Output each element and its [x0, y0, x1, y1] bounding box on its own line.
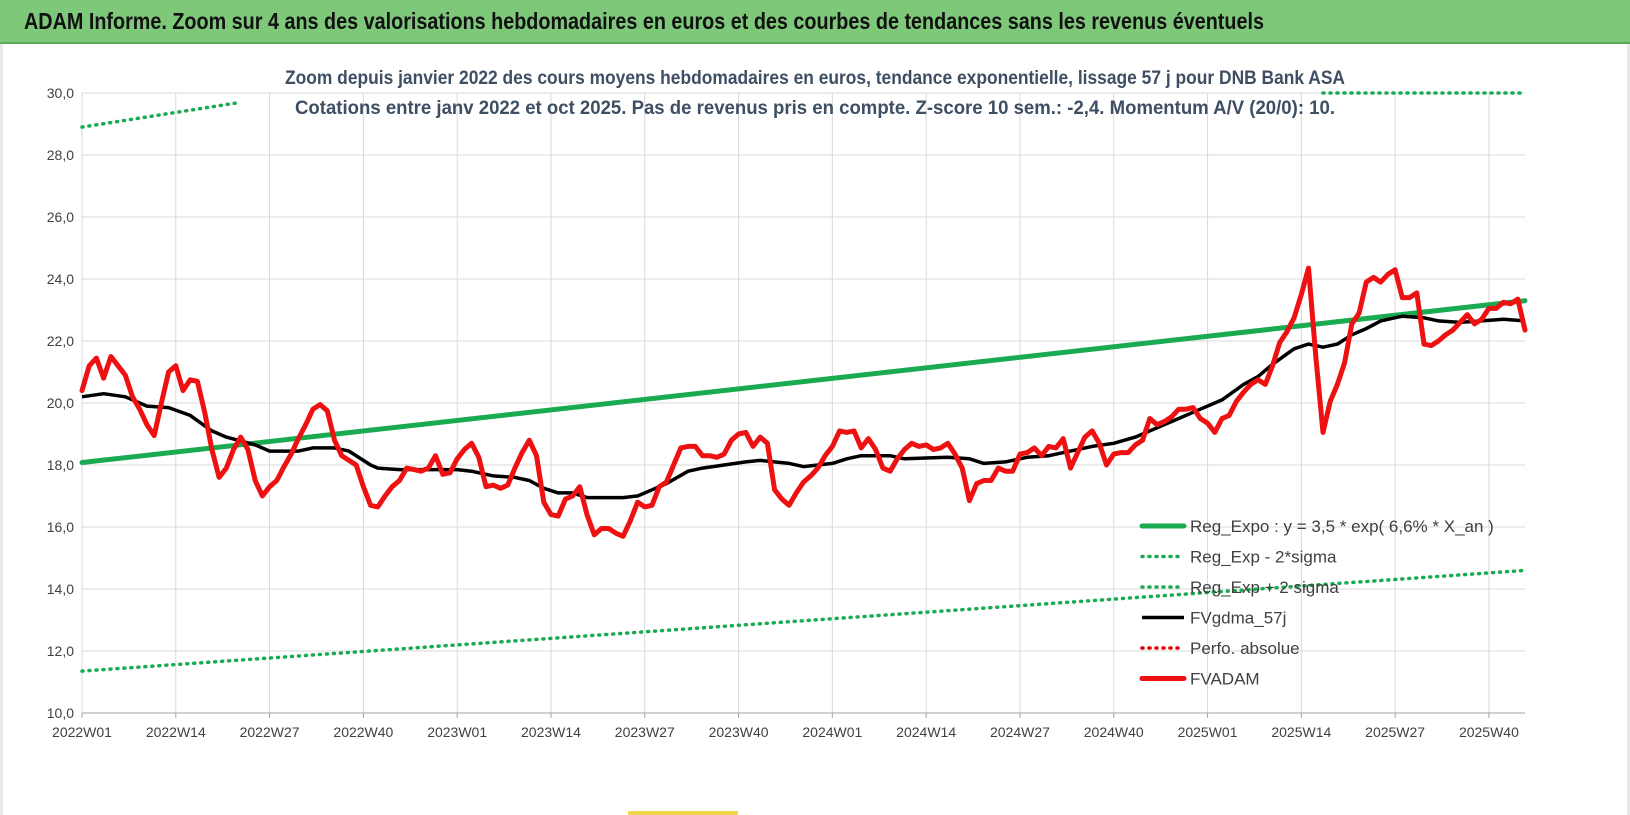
y-tick-label: 14,0: [47, 581, 74, 597]
y-axis-ticks: 10,0 12,0 14,0 16,0 18,0 20,0 22,0 24,0 26,0 28,0…: [47, 85, 74, 721]
fvgdma-57j-series: [81, 314, 1526, 500]
x-tick-label: 2023W14: [521, 724, 581, 740]
x-tick-label: 2024W14: [896, 724, 956, 740]
y-tick-label: 10,0: [47, 705, 74, 721]
x-tick-label: 2025W27: [1365, 724, 1425, 740]
y-tick-label: 12,0: [47, 643, 74, 659]
x-tick-label: 2022W40: [333, 724, 393, 740]
x-tick-label: 2023W27: [615, 724, 675, 740]
y-tick-label: 16,0: [47, 519, 74, 535]
x-tick-label: 2025W40: [1459, 724, 1519, 740]
x-tick-label: 2023W40: [709, 724, 769, 740]
x-tick-label: 2025W14: [1271, 724, 1331, 740]
legend-label-reg-expo-series: Reg_Expo : y = 3,5 * exp( 6,6% * X_an ): [1190, 517, 1494, 536]
chart-series: [79, 91, 1528, 673]
y-tick-label: 24,0: [47, 271, 74, 287]
x-tick-label: 2024W01: [802, 724, 862, 740]
y-tick-label: 30,0: [47, 85, 74, 101]
y-tick-label: 28,0: [47, 147, 74, 163]
x-tick-label: 2022W01: [52, 724, 112, 740]
x-axis-ticks: 2022W01 2022W14 2022W27 2022W40 2023W01 2023W…: [52, 724, 1519, 740]
page-title: ADAM Informe. Zoom sur 4 ans des valoris…: [24, 8, 1264, 34]
fvadam-series: [79, 265, 1528, 539]
y-tick-label: 20,0: [47, 395, 74, 411]
chart-grid: [81, 92, 1525, 718]
chart-subtitle: Cotations entre janv 2022 et oct 2025. P…: [295, 98, 1335, 119]
y-tick-label: 18,0: [47, 457, 74, 473]
reg-exp-minus-2sigma-series: [80, 568, 1527, 673]
legend-label-fvgdma-57j-series: FVgdma_57j: [1190, 609, 1286, 628]
legend-label-perfo-absolue-series: Perfo. absolue: [1190, 639, 1300, 658]
reg-exp-plus-2sigma-series: [80, 100, 243, 129]
x-tick-label: 2025W01: [1178, 724, 1238, 740]
y-tick-label: 22,0: [47, 333, 74, 349]
x-tick-label: 2022W27: [240, 724, 300, 740]
chart-legend: Reg_Expo : y = 3,5 * exp( 6,6% * X_an ) R…: [1139, 517, 1494, 689]
y-tick-label: 26,0: [47, 209, 74, 225]
legend-label-fvadam-series: FVADAM: [1190, 670, 1260, 689]
x-tick-label: 2024W40: [1084, 724, 1144, 740]
legend-label-reg-exp-minus-2sigma-series: Reg_Exp - 2*sigma: [1190, 548, 1337, 567]
chart-frame: [0, 44, 1630, 815]
reg-expo-series: [79, 298, 1528, 465]
legend-label-reg-exp-plus-2sigma-series: Reg_Exp + 2 sigma: [1190, 578, 1339, 597]
bottom-accent-bar: [628, 811, 738, 815]
x-tick-label: 2024W27: [990, 724, 1050, 740]
chart-title: Zoom depuis janvier 2022 des cours moyen…: [285, 68, 1345, 89]
x-tick-label: 2022W14: [146, 724, 206, 740]
header-banner: ADAM Informe. Zoom sur 4 ans des valoris…: [0, 0, 1630, 44]
x-tick-label: 2023W01: [427, 724, 487, 740]
